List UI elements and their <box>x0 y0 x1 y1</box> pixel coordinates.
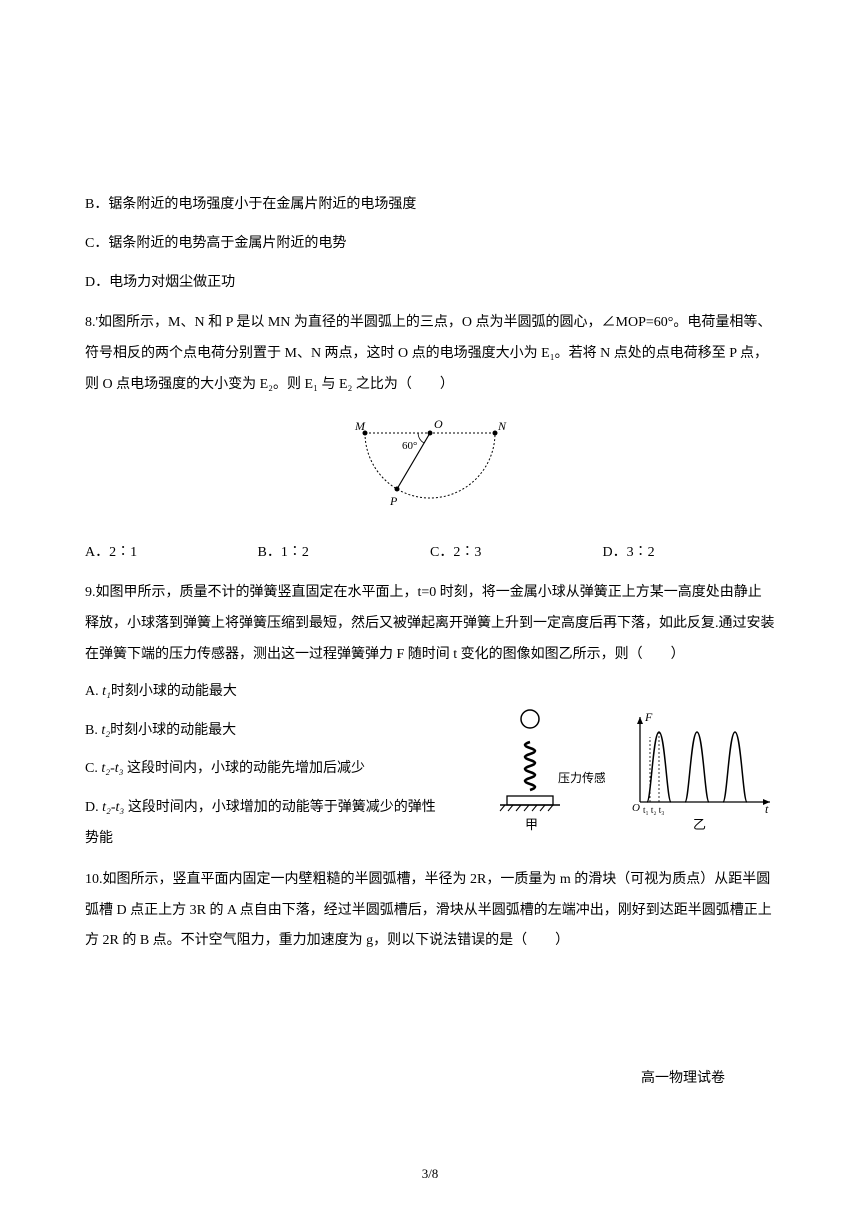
q8-opt-a: A．2∶1 <box>85 538 258 569</box>
q9d-post: 这段时间内，小球增加的动能等于弹簧减少的弹性势能 <box>85 800 436 846</box>
svg-text:O: O <box>632 802 640 814</box>
q8-text: 如图所示，M、N 和 P 是以 MN 为直径的半圆弧上的三点，O 点为半圆弧的圆… <box>85 315 771 392</box>
page-number: 3/8 <box>422 1166 439 1182</box>
q9-label: 9. <box>85 585 96 600</box>
svg-text:F: F <box>644 710 653 724</box>
q9a-pre: A. <box>85 684 102 699</box>
q9-text: 如图甲所示，质量不计的弹簧竖直固定在水平面上，t=0 时刻，将一金属小球从弹簧正… <box>85 585 775 662</box>
q8-opt-b: B．1∶2 <box>258 538 431 569</box>
footer-label: 高一物理试卷 <box>641 1067 725 1087</box>
q9d-t: t₂-t₃ <box>102 800 124 815</box>
continued-option-c: C．锯条附近的电势高于金属片附近的电势 <box>85 229 775 260</box>
q9a-post: 时刻小球的动能最大 <box>111 684 237 699</box>
q9-figure-jia: 压力传感器 甲 <box>495 707 605 837</box>
q9c-pre: C. <box>85 761 101 776</box>
q9b-t: t₂ <box>101 723 110 738</box>
continued-option-d: D．电场力对烟尘做正功 <box>85 268 775 299</box>
q10-text: 如图所示，竖直平面内固定一内壁粗糙的半圆弧槽，半径为 2R，一质量为 m 的滑块… <box>85 872 772 949</box>
svg-text:P: P <box>389 494 398 508</box>
svg-text:t₁ t₂ t₃: t₁ t₂ t₃ <box>643 805 664 815</box>
q9-figures: 压力传感器 甲 O t₁ t₂ t₃ F t 乙 <box>495 707 775 837</box>
continued-option-b: B．锯条附近的电场强度小于在金属片附近的电场强度 <box>85 190 775 221</box>
q9a-t: t₁ <box>102 684 111 699</box>
svg-text:t: t <box>765 802 769 816</box>
q9-figure-yi: O t₁ t₂ t₃ F t 乙 <box>625 707 775 837</box>
page-content: B．锯条附近的电场强度小于在金属片附近的电场强度 C．锯条附近的电势高于金属片附… <box>85 190 775 957</box>
q9c-t: t₂-t₃ <box>101 761 123 776</box>
q9d-pre: D. <box>85 800 102 815</box>
q9b-pre: B. <box>85 723 101 738</box>
question-8: 8.'如图所示，M、N 和 P 是以 MN 为直径的半圆弧上的三点，O 点为半圆… <box>85 308 775 400</box>
q9b-post: 时刻小球的动能最大 <box>110 723 236 738</box>
question-10: 10.如图所示，竖直平面内固定一内壁粗糙的半圆弧槽，半径为 2R，一质量为 m … <box>85 865 775 957</box>
q9-opt-d: D. t₂-t₃ 这段时间内，小球增加的动能等于弹簧减少的弹性势能 <box>85 793 445 855</box>
q9c-post: 这段时间内，小球的动能先增加后减少 <box>124 761 366 776</box>
q8-opt-d: D．3∶2 <box>603 538 776 569</box>
svg-text:甲: 甲 <box>525 817 538 832</box>
q8-opt-c: C．2∶3 <box>430 538 603 569</box>
svg-text:60°: 60° <box>402 440 417 452</box>
svg-text:压力传感器: 压力传感器 <box>558 770 605 785</box>
q10-label: 10. <box>85 872 103 887</box>
q8-label: 8.' <box>85 315 98 330</box>
svg-text:M: M <box>354 419 366 433</box>
svg-text:N: N <box>497 419 507 433</box>
q8-figure: M N O P 60° <box>85 415 775 528</box>
q8-options: A．2∶1 B．1∶2 C．2∶3 D．3∶2 <box>85 538 775 569</box>
q9-options-block: A. t₁时刻小球的动能最大 B. t₂时刻小球的动能最大 C. t₂-t₃ 这… <box>85 677 775 855</box>
svg-text:O: O <box>434 417 443 431</box>
question-9: 9.如图甲所示，质量不计的弹簧竖直固定在水平面上，t=0 时刻，将一金属小球从弹… <box>85 578 775 670</box>
svg-text:乙: 乙 <box>693 817 706 832</box>
q9-opt-a: A. t₁时刻小球的动能最大 <box>85 677 775 708</box>
